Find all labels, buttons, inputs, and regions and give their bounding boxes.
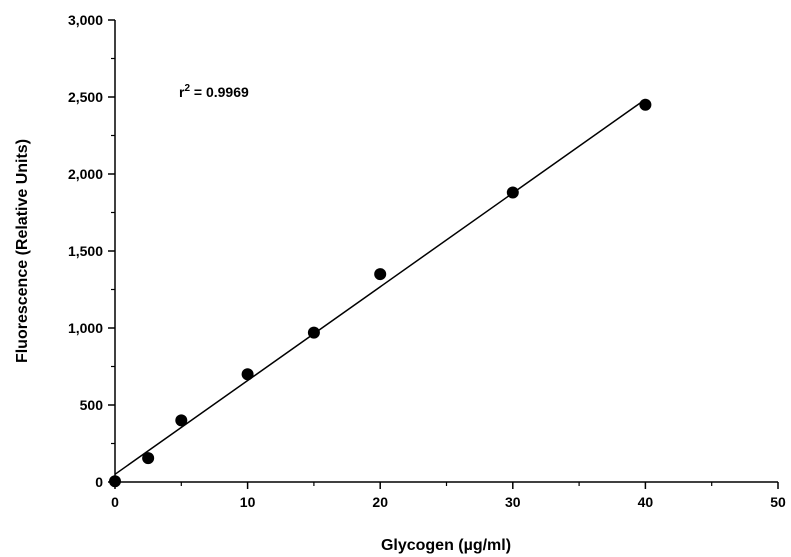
y-tick-label: 500	[80, 397, 104, 413]
data-points	[109, 98, 652, 488]
fit-line	[114, 98, 646, 475]
x-tick-label: 0	[111, 494, 119, 510]
r-squared-prefix: r	[179, 84, 185, 100]
data-point	[374, 268, 387, 281]
x-tick-label: 10	[240, 494, 256, 510]
r-squared-superscript: 2	[184, 83, 190, 94]
y-tick-label: 2,500	[68, 89, 103, 105]
data-point	[142, 452, 155, 465]
y-tick-label: 2,000	[68, 166, 103, 182]
x-tick-label: 40	[638, 494, 654, 510]
data-point	[175, 414, 188, 427]
y-tick-label: 0	[95, 474, 103, 490]
r-squared-value: = 0.9969	[190, 84, 249, 100]
y-tick-label: 1,500	[68, 243, 103, 259]
x-tick-label: 50	[770, 494, 786, 510]
data-point	[639, 98, 652, 111]
data-point	[241, 368, 254, 381]
data-point	[109, 475, 121, 488]
y-axis-title: Fluorescence (Relative Units)	[14, 139, 31, 363]
y-tick-label: 1,000	[68, 320, 103, 336]
data-point	[506, 186, 519, 199]
x-tick-label: 30	[505, 494, 521, 510]
x-tick-label: 20	[372, 494, 388, 510]
x-axis-title: Glycogen (µg/ml)	[381, 537, 511, 554]
data-point	[307, 326, 320, 339]
r-squared-annotation: r2 = 0.9969	[179, 83, 249, 100]
y-tick-label: 3,000	[68, 12, 103, 28]
